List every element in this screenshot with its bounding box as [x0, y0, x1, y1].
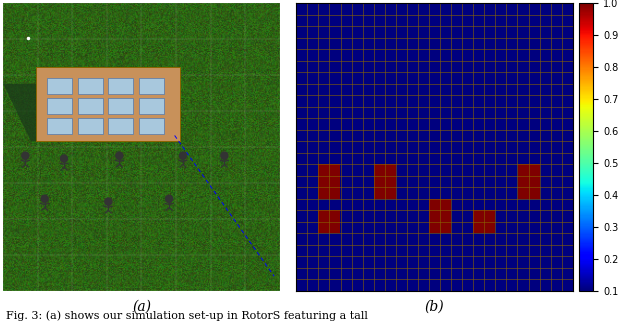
Bar: [47, 78, 72, 94]
Circle shape: [22, 152, 29, 159]
Circle shape: [41, 195, 48, 202]
Bar: [108, 78, 133, 94]
Circle shape: [116, 152, 123, 159]
Bar: [47, 118, 72, 134]
Text: Fig. 3: (a) shows our simulation set-up in RotorS featuring a tall: Fig. 3: (a) shows our simulation set-up …: [6, 311, 368, 321]
Bar: [139, 98, 164, 114]
Bar: [78, 118, 103, 134]
Bar: [139, 78, 164, 94]
Circle shape: [179, 152, 186, 159]
Circle shape: [61, 155, 67, 162]
Circle shape: [105, 198, 112, 205]
Text: (a): (a): [132, 299, 151, 313]
Bar: [36, 66, 180, 141]
Bar: [78, 98, 103, 114]
Bar: [47, 98, 72, 114]
Text: (b): (b): [425, 299, 444, 313]
Circle shape: [166, 195, 173, 202]
Bar: [78, 78, 103, 94]
Polygon shape: [3, 84, 175, 141]
Bar: [108, 98, 133, 114]
Bar: [108, 118, 133, 134]
Circle shape: [221, 152, 228, 159]
Bar: [139, 118, 164, 134]
